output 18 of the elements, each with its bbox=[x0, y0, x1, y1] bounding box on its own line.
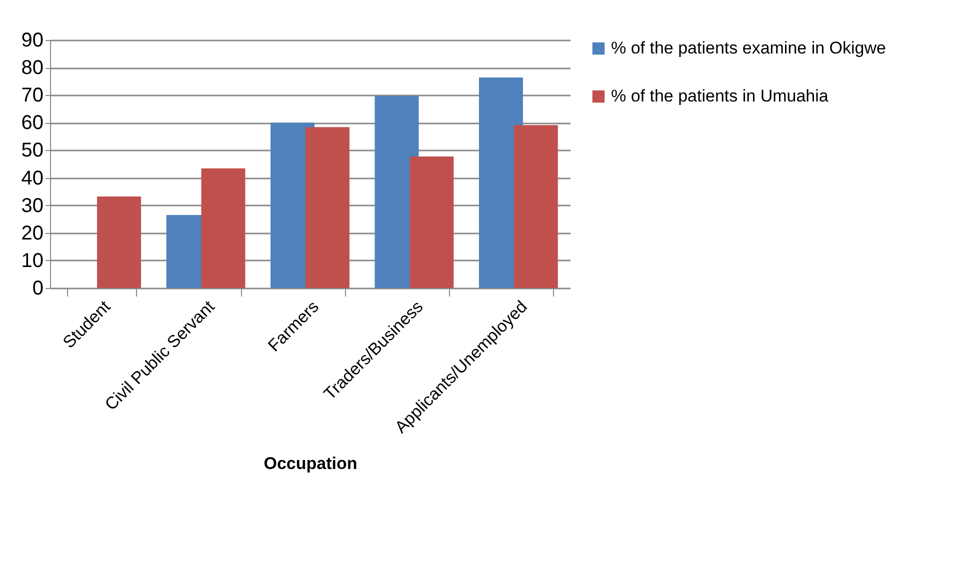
bar bbox=[410, 156, 454, 288]
y-tick-label: 0 bbox=[32, 278, 44, 300]
y-tick-label: 20 bbox=[21, 222, 44, 244]
bar bbox=[514, 125, 558, 288]
bar bbox=[201, 168, 246, 288]
x-axis-title: Occupation bbox=[264, 454, 358, 474]
legend-label: % of the patients in Umuahia bbox=[611, 86, 829, 106]
y-tick-label: 70 bbox=[21, 84, 44, 107]
y-tick-label: 80 bbox=[21, 57, 44, 80]
y-tick-label: 40 bbox=[21, 167, 44, 190]
bar bbox=[305, 127, 350, 288]
y-tick-label: 90 bbox=[21, 30, 44, 52]
y-tick-label: 10 bbox=[21, 250, 44, 272]
y-tick-label: 60 bbox=[21, 112, 44, 134]
legend-label: % of the patients examine in Okigwe bbox=[611, 38, 886, 58]
bar bbox=[97, 196, 142, 288]
y-tick-label: 30 bbox=[21, 194, 44, 217]
y-tick-label: 50 bbox=[21, 140, 44, 162]
